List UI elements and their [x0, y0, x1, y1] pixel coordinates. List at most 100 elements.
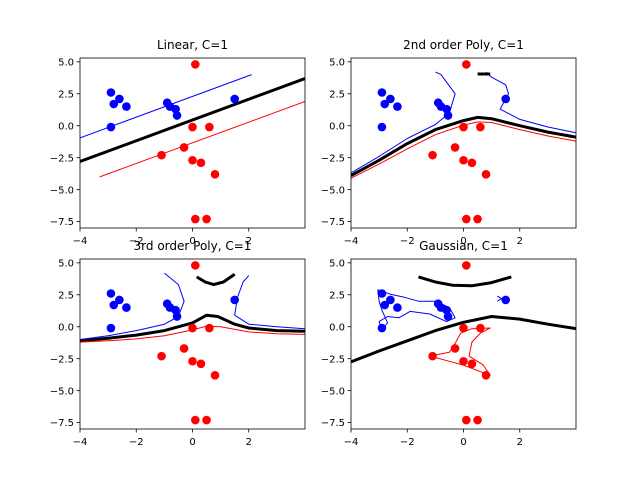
y-tick-label: −5.0 — [321, 386, 345, 397]
red-point — [428, 351, 437, 361]
y-tick-label: −7.5 — [50, 418, 74, 429]
y-tick-label: 0.0 — [58, 322, 74, 333]
red-point — [179, 143, 189, 152]
boundary-curve — [80, 77, 305, 163]
red-point — [459, 323, 468, 333]
y-tick-label: 0.0 — [58, 121, 74, 132]
red-point — [476, 122, 485, 132]
x-tick-label: 2 — [246, 437, 252, 448]
y-tick-label: 5.0 — [58, 258, 74, 269]
red-point — [459, 356, 468, 366]
red-point — [462, 415, 471, 425]
blue-point — [442, 305, 451, 315]
blue-point — [377, 88, 387, 97]
red-point — [459, 122, 468, 132]
y-tick-label: 5.0 — [58, 57, 74, 68]
boundary-curve — [351, 121, 576, 179]
red-point — [202, 415, 211, 425]
red-point — [188, 356, 197, 366]
subplot-3rd-order-poly: −4 −2 0 2 5.0 2.5 0.0 −2.5 −5.0 −7.5 3rd order Pol… — [50, 239, 306, 448]
red-point — [205, 122, 214, 132]
y-tick-label: −5.0 — [321, 185, 345, 196]
y-tick-label: 5.0 — [329, 258, 345, 269]
blue-point — [172, 111, 182, 120]
x-tick-label: 0 — [460, 236, 466, 247]
x-tick-label: −2 — [400, 437, 415, 448]
y-tick-label: −2.5 — [321, 153, 345, 164]
subplot-title: 3rd order Poly, C=1 — [134, 239, 252, 253]
subplot-title: Linear, C=1 — [157, 38, 228, 52]
red-point — [196, 359, 206, 369]
blue-point — [115, 295, 124, 305]
x-tick-label: −2 — [129, 437, 144, 448]
red-point — [191, 60, 200, 69]
x-tick-label: −2 — [400, 236, 415, 247]
red-point — [210, 371, 220, 380]
boundary-curve — [418, 275, 512, 288]
blue-point — [443, 312, 453, 321]
red-point — [459, 155, 468, 165]
blue-point — [106, 122, 116, 132]
blue-point — [106, 88, 116, 97]
subplot-title: Gaussian, C=1 — [419, 239, 508, 253]
red-point — [473, 415, 482, 425]
red-point — [481, 170, 491, 179]
y-tick-label: 5.0 — [329, 57, 345, 68]
blue-point — [109, 300, 119, 310]
red-point — [476, 323, 485, 333]
blue-point — [380, 300, 390, 310]
boundary-curve — [234, 275, 305, 330]
blue-point — [377, 323, 387, 333]
blue-point — [230, 94, 239, 104]
x-tick-label: 0 — [189, 236, 195, 247]
y-tick-label: −7.5 — [321, 217, 345, 228]
red-point — [210, 170, 220, 179]
x-tick-label: −4 — [73, 437, 88, 448]
blue-point — [230, 295, 239, 305]
red-point — [196, 158, 206, 168]
y-tick-label: −7.5 — [50, 217, 74, 228]
blue-point — [377, 122, 387, 132]
y-tick-label: 2.5 — [58, 89, 74, 100]
boundary-curve — [351, 115, 576, 177]
x-tick-label: 2 — [517, 437, 523, 448]
blue-point — [106, 323, 116, 333]
blue-point — [386, 295, 395, 305]
y-tick-label: 0.0 — [329, 322, 345, 333]
blue-point — [442, 104, 451, 114]
boundary-curve — [80, 313, 305, 343]
boundary-curve — [351, 71, 456, 174]
red-point — [481, 371, 491, 380]
blue-point — [377, 289, 387, 298]
red-point — [188, 323, 197, 333]
red-point — [191, 214, 200, 224]
plot-area — [351, 58, 576, 228]
x-tick-label: 2 — [517, 236, 523, 247]
red-point — [467, 359, 477, 369]
red-point — [462, 261, 471, 270]
y-tick-label: 2.5 — [329, 89, 345, 100]
boundary-curve — [99, 101, 305, 178]
red-point — [450, 143, 460, 152]
y-tick-label: −2.5 — [321, 354, 345, 365]
blue-point — [380, 99, 390, 109]
red-point — [462, 60, 471, 69]
y-tick-label: −5.0 — [50, 386, 74, 397]
y-tick-label: −7.5 — [321, 418, 345, 429]
red-point — [179, 344, 189, 353]
plot-marks — [351, 60, 576, 224]
blue-point — [501, 295, 510, 305]
boundary-curve — [497, 295, 502, 302]
red-point — [467, 158, 477, 168]
boundary-curve — [351, 315, 576, 364]
x-tick-label: 0 — [189, 437, 195, 448]
y-tick-label: −5.0 — [50, 185, 74, 196]
red-point — [462, 214, 471, 224]
subplot-title: 2nd order Poly, C=1 — [403, 38, 524, 52]
red-point — [191, 261, 200, 270]
blue-point — [393, 102, 402, 111]
y-tick-label: 0.0 — [329, 121, 345, 132]
red-point — [450, 344, 460, 353]
x-tick-label: −4 — [344, 437, 359, 448]
